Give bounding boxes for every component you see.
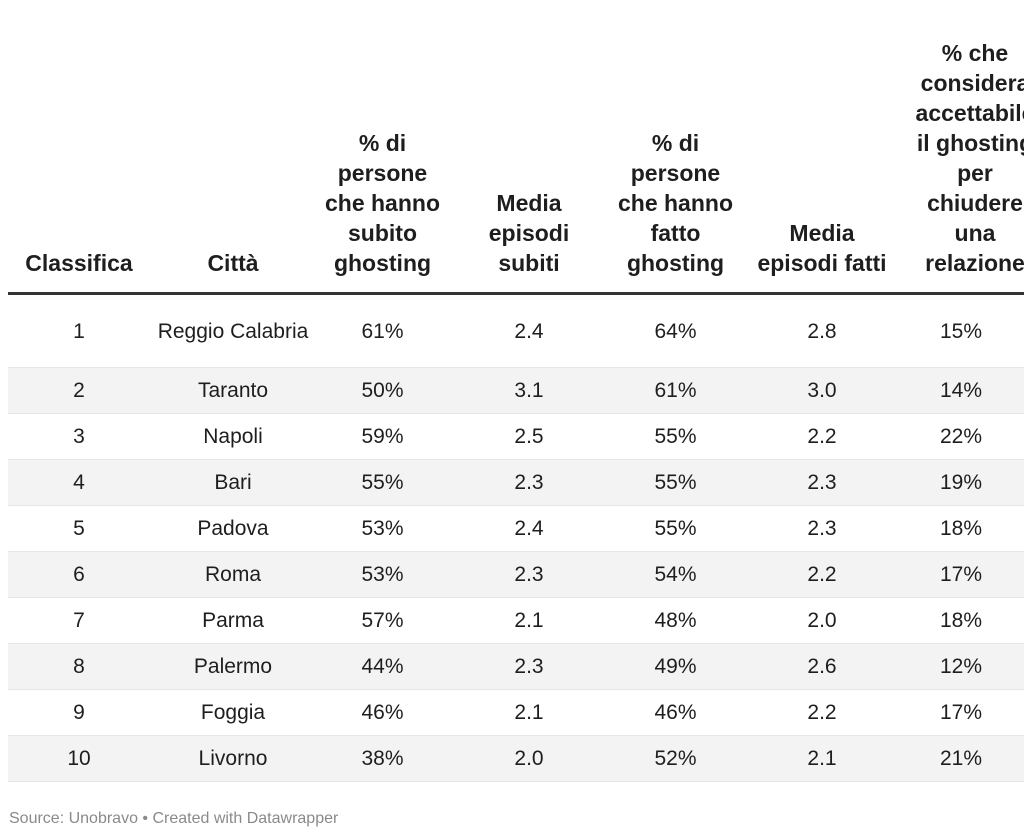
- cell-pct-subito: 59%: [316, 413, 449, 460]
- table-row: 2 Taranto 50% 3.1 61% 3.0 14%: [8, 367, 1024, 414]
- cell-pct-subito: 53%: [316, 505, 449, 552]
- table-header: Classifica Città % di persone che hanno …: [8, 38, 1024, 295]
- cell-media-subiti: 2.4: [449, 293, 609, 368]
- table-row: 8 Palermo 44% 2.3 49% 2.6 12%: [8, 643, 1024, 690]
- cell-pct-subito: 50%: [316, 367, 449, 414]
- cell-city: Padova: [150, 505, 316, 552]
- cell-city: Reggio Calabria: [150, 293, 316, 368]
- source-footer: Source: Unobravo • Created with Datawrap…: [9, 810, 339, 827]
- ranking-table: Classifica Città % di persone che hanno …: [8, 38, 1024, 782]
- cell-media-subiti: 2.3: [449, 551, 609, 598]
- cell-pct-fatto: 55%: [609, 459, 742, 506]
- cell-city: Parma: [150, 597, 316, 644]
- table-row: 10 Livorno 38% 2.0 52% 2.1 21%: [8, 735, 1024, 782]
- cell-pct-fatto: 55%: [609, 413, 742, 460]
- cell-city: Taranto: [150, 367, 316, 414]
- cell-city: Roma: [150, 551, 316, 598]
- cell-pct-accettabile: 22%: [902, 413, 1024, 460]
- header-citta[interactable]: Città: [150, 38, 316, 295]
- header-row: Classifica Città % di persone che hanno …: [8, 38, 1024, 295]
- cell-pct-accettabile: 14%: [902, 367, 1024, 414]
- header-media-episodi-fatti[interactable]: Media episodi fatti: [742, 38, 902, 295]
- cell-pct-fatto: 55%: [609, 505, 742, 552]
- cell-media-fatti: 2.6: [742, 643, 902, 690]
- cell-rank: 9: [8, 689, 150, 736]
- cell-rank: 1: [8, 293, 150, 368]
- cell-rank: 7: [8, 597, 150, 644]
- cell-pct-accettabile: 17%: [902, 689, 1024, 736]
- cell-city: Bari: [150, 459, 316, 506]
- cell-pct-subito: 61%: [316, 293, 449, 368]
- cell-media-fatti: 2.8: [742, 293, 902, 368]
- cell-pct-subito: 44%: [316, 643, 449, 690]
- table-row: 6 Roma 53% 2.3 54% 2.2 17%: [8, 551, 1024, 598]
- cell-city: Palermo: [150, 643, 316, 690]
- table-body: 1 Reggio Calabria 61% 2.4 64% 2.8 15% 2 …: [8, 293, 1024, 782]
- cell-media-subiti: 2.3: [449, 643, 609, 690]
- cell-rank: 4: [8, 459, 150, 506]
- cell-media-subiti: 2.1: [449, 597, 609, 644]
- cell-pct-fatto: 61%: [609, 367, 742, 414]
- cell-media-fatti: 2.0: [742, 597, 902, 644]
- cell-media-subiti: 2.0: [449, 735, 609, 782]
- cell-media-fatti: 3.0: [742, 367, 902, 414]
- cell-rank: 5: [8, 505, 150, 552]
- header-pct-accettabile[interactable]: % che considera accettabile il ghosting …: [902, 38, 1024, 295]
- cell-media-fatti: 2.2: [742, 689, 902, 736]
- cell-media-subiti: 3.1: [449, 367, 609, 414]
- cell-city: Foggia: [150, 689, 316, 736]
- cell-pct-accettabile: 18%: [902, 505, 1024, 552]
- cell-media-subiti: 2.3: [449, 459, 609, 506]
- cell-rank: 2: [8, 367, 150, 414]
- cell-media-fatti: 2.1: [742, 735, 902, 782]
- header-media-episodi-subiti[interactable]: Media episodi subiti: [449, 38, 609, 295]
- cell-rank: 8: [8, 643, 150, 690]
- cell-pct-subito: 53%: [316, 551, 449, 598]
- cell-pct-fatto: 46%: [609, 689, 742, 736]
- cell-pct-subito: 55%: [316, 459, 449, 506]
- cell-pct-accettabile: 21%: [902, 735, 1024, 782]
- cell-media-subiti: 2.4: [449, 505, 609, 552]
- table-row: 9 Foggia 46% 2.1 46% 2.2 17%: [8, 689, 1024, 736]
- header-classifica[interactable]: Classifica: [8, 38, 150, 295]
- cell-city: Livorno: [150, 735, 316, 782]
- table-row: 1 Reggio Calabria 61% 2.4 64% 2.8 15%: [8, 293, 1024, 368]
- cell-pct-accettabile: 19%: [902, 459, 1024, 506]
- table-row: 7 Parma 57% 2.1 48% 2.0 18%: [8, 597, 1024, 644]
- cell-pct-accettabile: 15%: [902, 293, 1024, 368]
- cell-pct-fatto: 52%: [609, 735, 742, 782]
- header-pct-subito-ghosting[interactable]: % di persone che hanno subito ghosting: [316, 38, 449, 295]
- cell-media-fatti: 2.3: [742, 459, 902, 506]
- cell-media-fatti: 2.3: [742, 505, 902, 552]
- cell-pct-subito: 38%: [316, 735, 449, 782]
- table-row: 5 Padova 53% 2.4 55% 2.3 18%: [8, 505, 1024, 552]
- cell-rank: 10: [8, 735, 150, 782]
- cell-rank: 6: [8, 551, 150, 598]
- table-row: 4 Bari 55% 2.3 55% 2.3 19%: [8, 459, 1024, 506]
- cell-rank: 3: [8, 413, 150, 460]
- cell-media-fatti: 2.2: [742, 413, 902, 460]
- cell-pct-accettabile: 18%: [902, 597, 1024, 644]
- cell-pct-fatto: 54%: [609, 551, 742, 598]
- cell-pct-fatto: 49%: [609, 643, 742, 690]
- cell-pct-subito: 46%: [316, 689, 449, 736]
- cell-pct-fatto: 64%: [609, 293, 742, 368]
- cell-media-subiti: 2.5: [449, 413, 609, 460]
- cell-pct-fatto: 48%: [609, 597, 742, 644]
- cell-media-subiti: 2.1: [449, 689, 609, 736]
- cell-pct-subito: 57%: [316, 597, 449, 644]
- header-pct-fatto-ghosting[interactable]: % di persone che hanno fatto ghosting: [609, 38, 742, 295]
- cell-pct-accettabile: 12%: [902, 643, 1024, 690]
- table-row: 3 Napoli 59% 2.5 55% 2.2 22%: [8, 413, 1024, 460]
- cell-media-fatti: 2.2: [742, 551, 902, 598]
- cell-pct-accettabile: 17%: [902, 551, 1024, 598]
- cell-city: Napoli: [150, 413, 316, 460]
